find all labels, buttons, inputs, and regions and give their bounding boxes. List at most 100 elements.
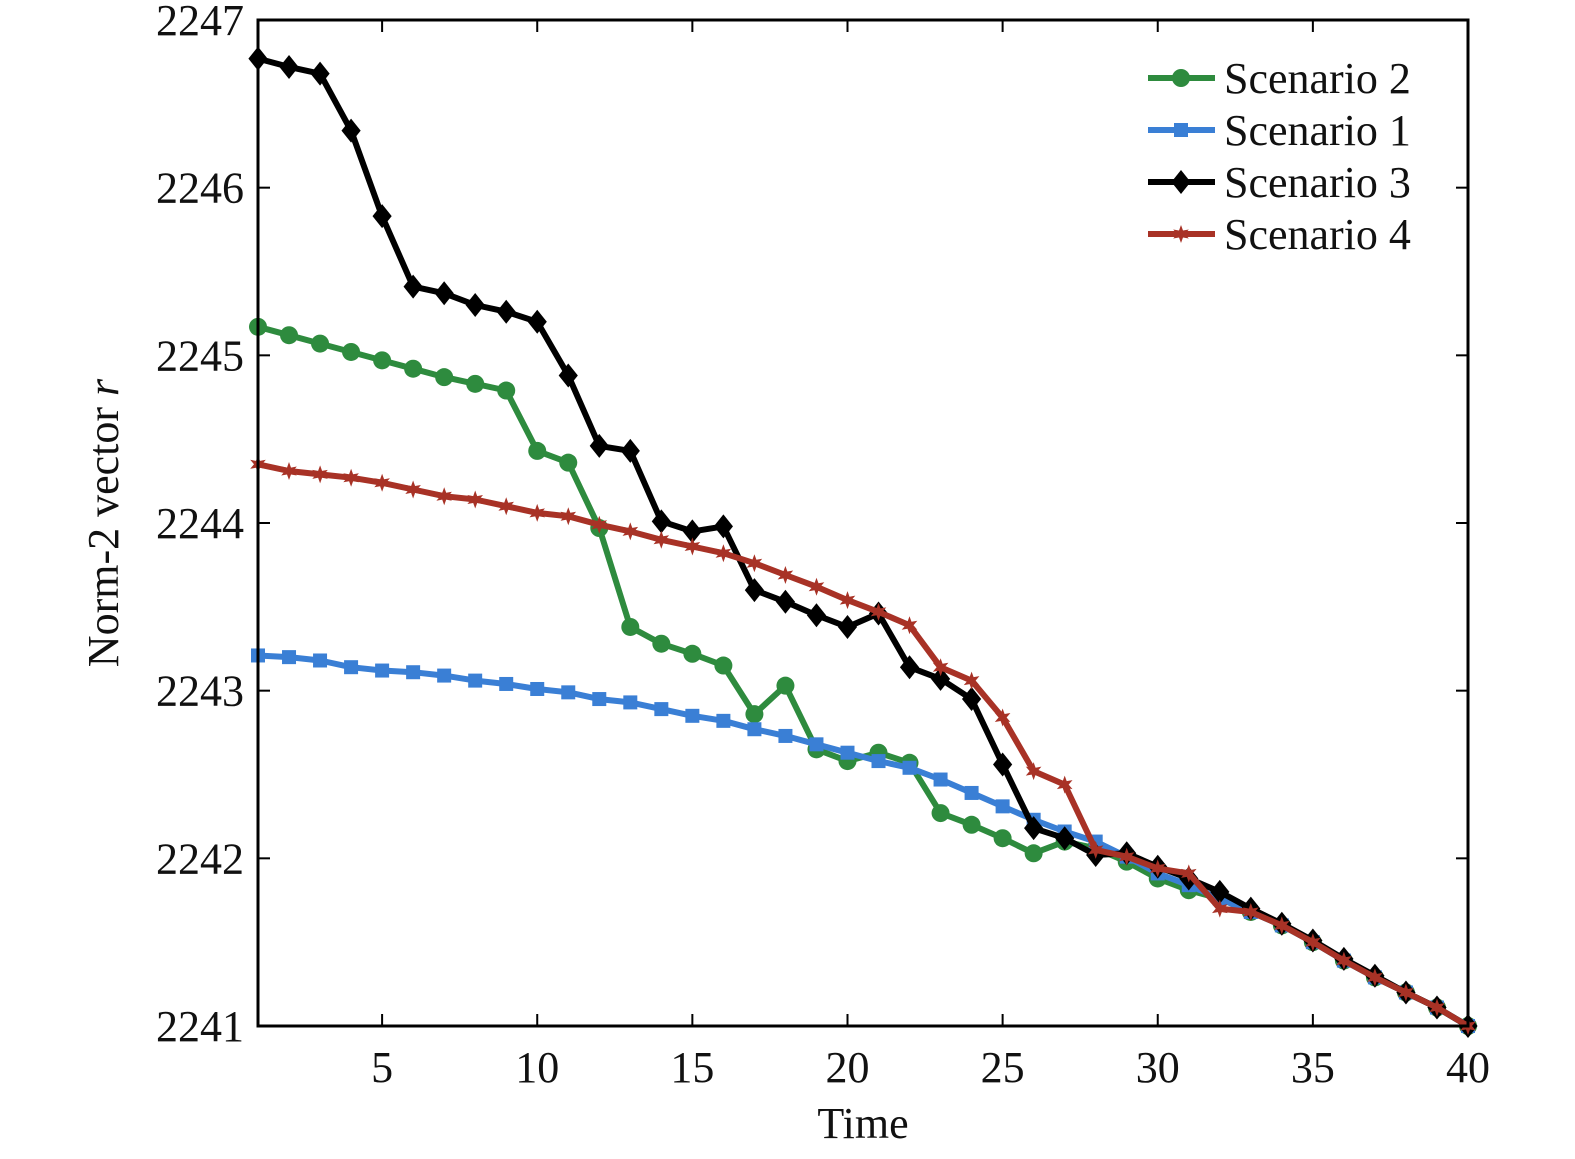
- series-2-point-4: [344, 660, 359, 675]
- series-3-point-17: [744, 578, 765, 603]
- series-3-point-24: [961, 687, 982, 712]
- series-3-point-4: [341, 118, 361, 143]
- series-1-point-16: [714, 656, 733, 675]
- series-1-point-17: [745, 705, 764, 724]
- legend-label-1: Scenario 2: [1224, 54, 1411, 103]
- series-3-point-3: [310, 61, 330, 86]
- series-2-point-19: [809, 737, 824, 752]
- series-2-point-8: [468, 673, 483, 688]
- legend-item-4: Scenario 4: [1148, 210, 1411, 259]
- series-4-point-39: [1429, 998, 1445, 1017]
- series-2-point-13: [623, 695, 638, 710]
- series-4-point-28: [1087, 840, 1104, 859]
- x-tick-label-7: 40: [1446, 1043, 1490, 1092]
- y-axis-title-symbol: r: [79, 378, 128, 396]
- series-4-point-16: [715, 544, 732, 563]
- series-3-point-8: [465, 293, 485, 318]
- series-2-point-7: [437, 668, 452, 683]
- series-3-point-12: [589, 433, 609, 458]
- series-4-point-2: [281, 462, 297, 480]
- x-tick-label-1: 10: [515, 1043, 559, 1092]
- series-layer: [248, 46, 1478, 1038]
- series-1-point-3: [311, 334, 330, 353]
- y-tick-label-2: 2243: [156, 667, 244, 716]
- series-4-point-7: [436, 487, 452, 506]
- legend-item-2: Scenario 1: [1148, 106, 1411, 155]
- series-3-point-6: [403, 274, 423, 299]
- series-4-point-20: [839, 591, 856, 610]
- series-2-point-14: [654, 702, 669, 717]
- series-4-point-24: [963, 671, 980, 690]
- series-2-point-18: [778, 728, 793, 743]
- series-3-point-14: [651, 509, 671, 534]
- series-3-point-10: [527, 309, 547, 334]
- series-1-point-25: [993, 829, 1012, 848]
- series-2-point-20: [840, 745, 855, 760]
- series-4-point-3: [312, 465, 328, 484]
- series-1-point-11: [559, 453, 578, 472]
- x-tick-label-5: 30: [1136, 1043, 1180, 1092]
- series-4-point-36: [1336, 951, 1352, 970]
- series-4-point-14: [653, 530, 670, 549]
- series-4-point-12: [591, 515, 608, 534]
- series-3-point-16: [713, 514, 733, 539]
- y-axis-title: Norm-2 vector r: [79, 378, 128, 667]
- series-3-point-20: [837, 614, 858, 639]
- legend-label-2: Scenario 1: [1224, 106, 1411, 155]
- series-4-point-9: [498, 497, 514, 516]
- series-3-point-7: [434, 281, 454, 306]
- series-4-point-13: [622, 522, 639, 541]
- y-tick-label-5: 2246: [156, 164, 244, 213]
- x-tick-label-0: 5: [371, 1043, 393, 1092]
- y-tick-label-4: 2245: [156, 331, 244, 380]
- series-2-point-6: [406, 665, 421, 680]
- legend-swatch-marker-3: [1171, 170, 1191, 194]
- series-4-point-4: [343, 468, 359, 487]
- series-2-point-16: [716, 713, 731, 728]
- series-2-point-15: [685, 708, 700, 723]
- series-2-point-11: [561, 685, 576, 700]
- series-3-point-13: [620, 438, 640, 463]
- y-tick-label-3: 2244: [156, 499, 244, 548]
- legend-swatch-marker-4: [1173, 225, 1189, 243]
- series-3-point-2: [279, 54, 299, 79]
- series-3-point-22: [899, 655, 920, 680]
- series-1-point-18: [776, 676, 795, 695]
- series-3-point-19: [806, 603, 827, 628]
- series-4-point-30: [1149, 859, 1166, 878]
- series-1-point-10: [528, 441, 547, 460]
- series-4-point-32: [1212, 899, 1228, 918]
- series-3-point-11: [558, 363, 578, 388]
- series-2-point-2: [282, 650, 297, 665]
- series-2-point-9: [499, 676, 514, 691]
- series-2-point-12: [592, 692, 607, 707]
- legend-swatch-marker-1: [1172, 69, 1190, 87]
- series-1-point-5: [373, 351, 392, 370]
- x-tick-label-3: 20: [825, 1043, 869, 1092]
- series-4-point-17: [746, 554, 763, 573]
- series-4-point-26: [1025, 762, 1042, 781]
- x-tick-label-4: 25: [981, 1043, 1025, 1092]
- series-3-point-5: [372, 204, 392, 229]
- series-4-point-38: [1398, 983, 1414, 1002]
- x-tick-label-6: 35: [1291, 1043, 1335, 1092]
- series-4-point-25: [994, 708, 1011, 727]
- series-1-point-15: [683, 644, 702, 663]
- legend-label-3: Scenario 3: [1224, 158, 1411, 207]
- series-2-point-25: [995, 799, 1010, 814]
- x-tick-label-2: 15: [670, 1043, 714, 1092]
- series-3-point-25: [993, 752, 1013, 777]
- series-4-point-21: [870, 602, 887, 621]
- series-4-point-8: [467, 490, 483, 509]
- series-4-point-10: [529, 503, 545, 522]
- series-4-point-18: [777, 566, 794, 584]
- series-4-point-6: [405, 480, 421, 499]
- series-3-point-26: [1024, 816, 1044, 841]
- series-3-point-27: [1055, 826, 1075, 851]
- series-3-point-9: [496, 299, 516, 324]
- series-2-point-17: [747, 722, 762, 737]
- series-4-point-15: [684, 537, 701, 556]
- series-4-point-37: [1367, 968, 1383, 987]
- series-2-point-23: [933, 772, 948, 787]
